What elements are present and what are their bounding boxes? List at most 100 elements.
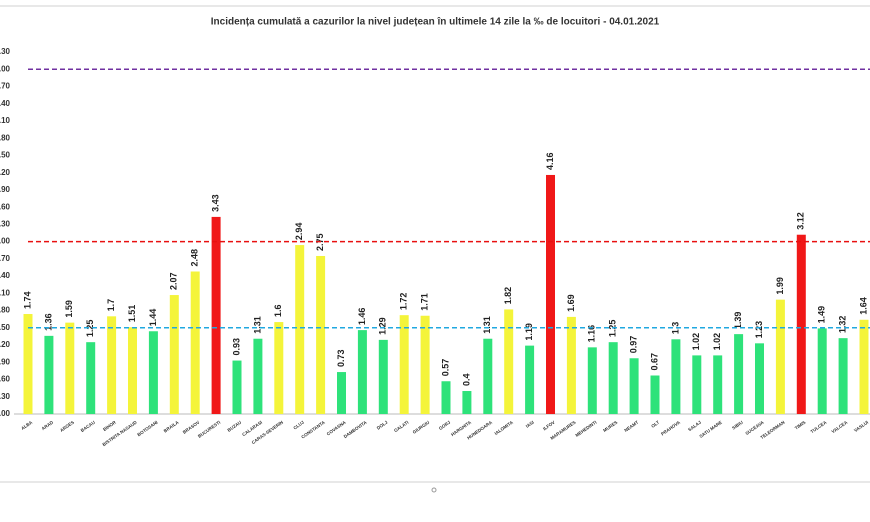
bar	[796, 234, 806, 414]
y-tick-label: 1.20	[0, 340, 11, 349]
x-tick-label: SIBIU	[731, 420, 744, 431]
y-tick-label: 6.00	[0, 64, 11, 73]
data-label: 2.48	[190, 249, 200, 267]
data-label: 0.93	[231, 338, 241, 356]
bar	[734, 334, 744, 414]
bar	[629, 358, 639, 414]
x-tick-label: BIHOR	[102, 419, 117, 432]
x-tick-label: TIMIS	[794, 420, 807, 431]
data-label: 1.32	[837, 316, 847, 334]
data-label: 0.67	[649, 353, 659, 371]
data-label: 1.44	[148, 309, 158, 327]
x-tick-label: NEAMT	[623, 420, 639, 433]
bar	[190, 271, 200, 414]
x-tick-label: ARAD	[41, 419, 55, 431]
y-tick-label: 3.60	[0, 202, 11, 211]
bar	[23, 314, 33, 414]
data-label: 1.64	[858, 297, 868, 315]
data-label: 2.94	[294, 223, 304, 241]
data-label: 0.73	[336, 350, 346, 368]
data-label: 1.3	[670, 322, 680, 335]
bar	[525, 345, 535, 414]
data-label: 4.16	[545, 152, 555, 170]
data-label: 1.39	[733, 312, 743, 330]
x-tick-label: BOTOSANI	[136, 420, 158, 438]
x-tick-label: PRAHOVA	[660, 419, 682, 436]
x-tick-label: BRASOV	[182, 420, 201, 435]
bar	[357, 330, 367, 414]
bar	[671, 339, 681, 414]
x-tick-label: IASI	[525, 420, 535, 429]
bar	[211, 216, 221, 414]
y-tick-label: 0.60	[0, 375, 11, 384]
data-label: 0.57	[440, 359, 450, 377]
y-tick-label: 3.30	[0, 219, 11, 228]
bar	[420, 315, 430, 414]
x-tick-label: VASLUI	[853, 420, 869, 433]
y-tick-label: 1.50	[0, 323, 11, 332]
y-tick-label: 5.40	[0, 99, 11, 108]
x-tick-label: VALCEA	[831, 419, 849, 434]
x-tick-label: GORJ	[438, 419, 452, 431]
x-tick-label: DAMBOVITA	[343, 419, 369, 439]
resize-handle	[431, 487, 437, 493]
bar	[838, 338, 848, 414]
y-tick-label: 2.40	[0, 271, 11, 280]
x-tick-label: ALBA	[20, 419, 34, 431]
x-tick-label: SATU MARE	[698, 420, 723, 439]
data-label: 1.16	[587, 325, 597, 343]
bar	[587, 347, 597, 414]
bar	[295, 245, 305, 414]
bar	[316, 255, 326, 414]
x-tick-label: IALOMITA	[494, 419, 515, 436]
bar	[817, 328, 827, 414]
bar	[755, 343, 764, 414]
y-tick-label: 4.50	[0, 151, 11, 160]
data-label: 1.7	[106, 299, 116, 312]
x-tick-label: SALAJ	[687, 419, 702, 432]
y-tick-label: 0.90	[0, 357, 11, 366]
bar	[462, 391, 472, 414]
bar	[148, 331, 158, 414]
data-label: 1.19	[524, 323, 534, 341]
y-tick-label: 4.80	[0, 133, 11, 142]
x-tick-label: ILFOV	[542, 420, 556, 432]
bar	[775, 299, 785, 414]
data-label: 1.31	[252, 316, 262, 334]
bar	[608, 342, 618, 414]
bar	[692, 355, 702, 414]
bar	[713, 355, 723, 414]
data-label: 1.36	[43, 313, 53, 331]
bar	[859, 319, 869, 414]
y-tick-label: 2.10	[0, 288, 11, 297]
chart-title: Incidența cumulată a cazurilor la nivel …	[211, 17, 660, 28]
bar	[441, 381, 451, 414]
data-label: 1.71	[419, 293, 429, 311]
bar	[169, 295, 179, 414]
x-tick-label: BRAILA	[163, 419, 180, 433]
data-label: 1.23	[754, 321, 764, 339]
bar	[65, 322, 75, 414]
bar	[253, 338, 263, 414]
bar	[337, 372, 346, 414]
x-tick-label: BUZAU	[226, 420, 242, 433]
bar	[128, 327, 137, 414]
x-tick-label: GALATI	[393, 420, 409, 434]
data-label: 1.29	[378, 317, 388, 335]
bar	[483, 338, 493, 414]
data-label: 1.49	[817, 306, 827, 324]
y-tick-label: 3.00	[0, 237, 11, 246]
x-tick-label: BUCURESTI	[197, 420, 221, 439]
data-label: 0.4	[461, 374, 471, 387]
bar	[378, 339, 388, 414]
bar	[566, 316, 576, 414]
data-label: 0.97	[628, 336, 638, 354]
x-tick-label: GIURGIU	[412, 420, 431, 435]
data-label: 1.51	[127, 305, 137, 323]
data-label: 1.69	[566, 294, 576, 312]
y-tick-label: 3.90	[0, 185, 11, 194]
x-tick-label: BACAU	[80, 420, 96, 433]
x-tick-label: MEHEDINTI	[574, 420, 597, 438]
x-tick-label: DOLJ	[376, 419, 389, 430]
y-tick-label: 2.70	[0, 254, 11, 263]
